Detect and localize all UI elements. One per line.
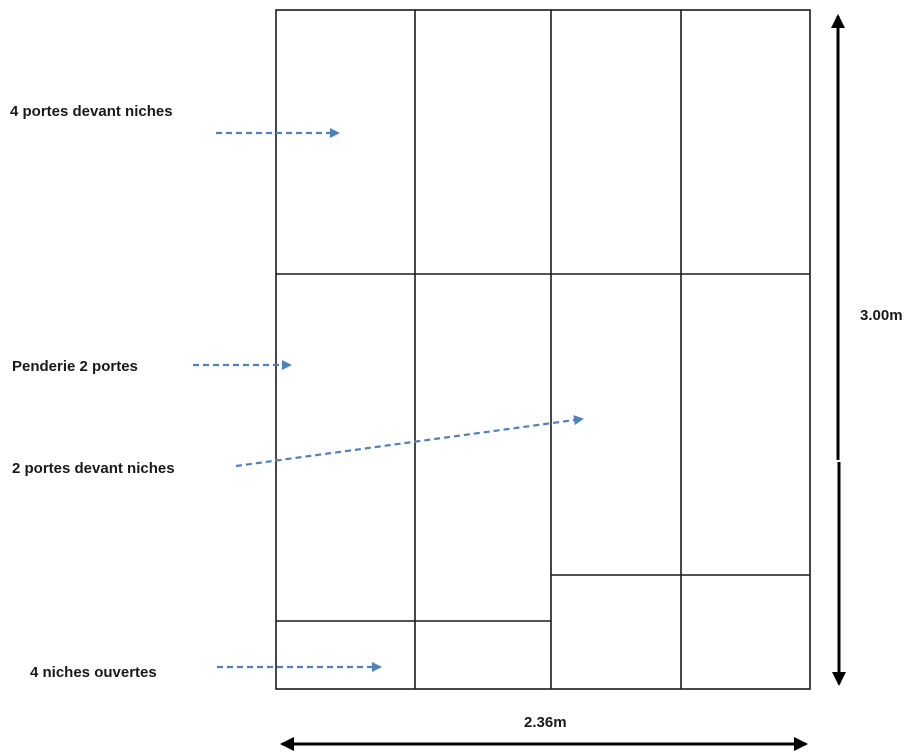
label-top-doors: 4 portes devant niches bbox=[10, 103, 173, 120]
label-open-niches: 4 niches ouvertes bbox=[30, 664, 157, 681]
label-wardrobe: Penderie 2 portes bbox=[12, 358, 138, 375]
width-label: 2.36m bbox=[524, 714, 567, 731]
height-label: 3.00m bbox=[860, 307, 903, 324]
cabinet bbox=[275, 9, 811, 690]
label-middle-doors: 2 portes devant niches bbox=[12, 460, 175, 477]
pointer-arrow-middle-doors bbox=[235, 415, 584, 468]
cabinet-outline bbox=[275, 9, 811, 690]
